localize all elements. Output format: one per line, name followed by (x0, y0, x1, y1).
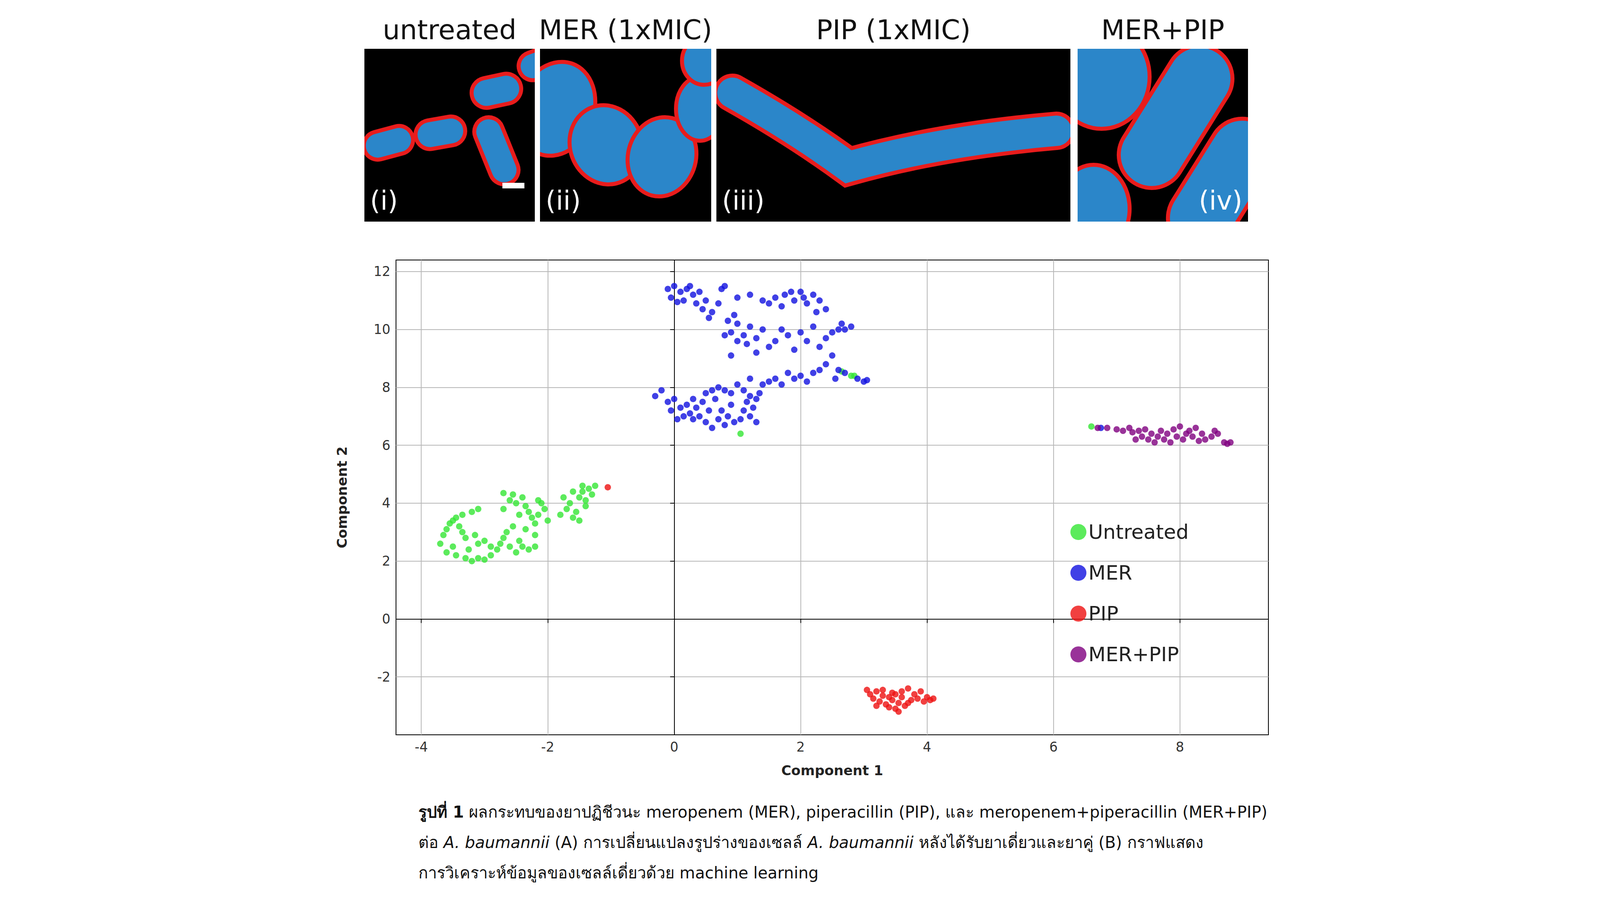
svg-text:2: 2 (382, 553, 391, 569)
html-text:ต่อ A. baumannii (A) การเปลี่ย: ต่อ A. baumannii (A) การเปลี่ยนแปลงรูปร่… (418, 833, 1204, 852)
html-text:MER (1xMIC): MER (1xMIC) (538, 14, 713, 46)
html-text:รูปที่ 1 ผลกระทบของยาปฏิชีวนะ: รูปที่ 1 ผลกระทบของยาปฏิชีวนะ meropenem … (418, 802, 1268, 822)
html-text:MER+PIP: MER+PIP (1101, 14, 1225, 46)
svg-text:0: 0 (670, 739, 679, 755)
svg-text:8: 8 (1175, 739, 1184, 755)
html-text:การวิเคราะห์ข้อมูลของเซลล์เดี่: การวิเคราะห์ข้อมูลของเซลล์เดี่ยวด้วย mac… (418, 863, 819, 882)
svg-text:4: 4 (382, 495, 391, 511)
svg-text:-4: -4 (414, 739, 428, 755)
svg-text:-2: -2 (377, 669, 391, 685)
svg-text:4: 4 (922, 739, 932, 755)
svg-text:Untreated: Untreated (1088, 520, 1189, 544)
html-text:(i): (i) (370, 185, 398, 216)
svg-text:PIP: PIP (1088, 602, 1119, 626)
svg-text:12: 12 (373, 263, 391, 280)
html-text:PIP (1xMIC): PIP (1xMIC) (816, 14, 971, 46)
html-text:untreated: untreated (382, 14, 517, 46)
svg-text:6: 6 (1049, 739, 1058, 755)
svg-text:0: 0 (382, 611, 391, 627)
svg-text:Component 2: Component 2 (334, 446, 350, 549)
svg-text:MER+PIP: MER+PIP (1088, 642, 1179, 666)
svg-text:6: 6 (382, 437, 391, 454)
svg-text:2: 2 (796, 739, 805, 755)
html-text:(ii): (ii) (545, 185, 581, 216)
svg-text:Component 1: Component 1 (781, 762, 884, 779)
svg-text:MER: MER (1088, 561, 1132, 585)
svg-text:8: 8 (382, 379, 391, 396)
svg-text:10: 10 (373, 321, 391, 338)
svg-text:-2: -2 (541, 739, 555, 755)
html-text:(iv): (iv) (1198, 185, 1243, 216)
html-text:(iii): (iii) (722, 185, 765, 216)
